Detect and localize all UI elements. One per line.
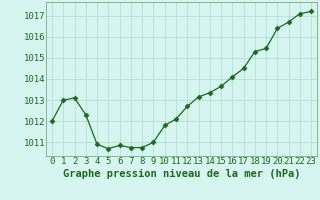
X-axis label: Graphe pression niveau de la mer (hPa): Graphe pression niveau de la mer (hPa) xyxy=(63,169,300,179)
